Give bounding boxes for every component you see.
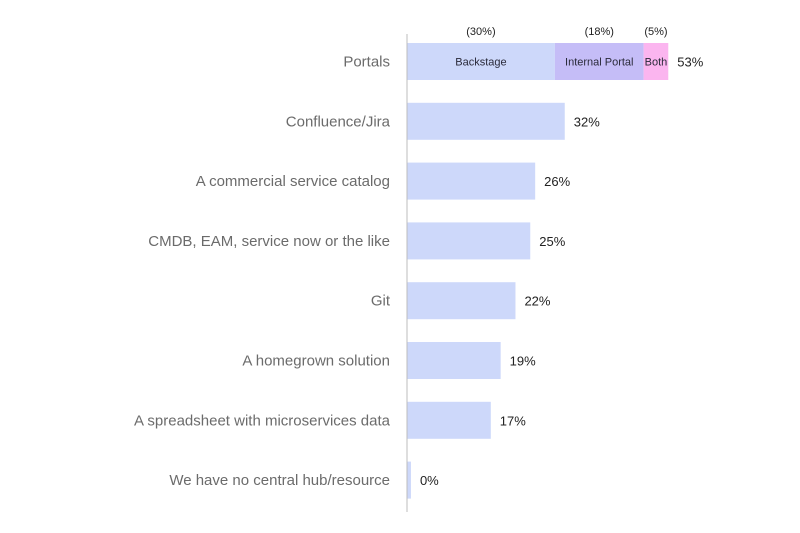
bar	[407, 102, 565, 140]
segment-label: Backstage	[455, 57, 506, 69]
category-label: A homegrown solution	[242, 353, 390, 370]
value-label: 32%	[574, 114, 600, 129]
value-label: 0%	[420, 473, 439, 488]
bar-segment	[554, 43, 644, 80]
segment-percent-label: (18%)	[585, 26, 614, 38]
bar	[407, 461, 411, 499]
bar-segment	[643, 43, 669, 80]
bar-segment	[407, 43, 555, 80]
bar	[407, 401, 491, 439]
segment-percent-label: (30%)	[466, 26, 495, 38]
value-label: 26%	[544, 174, 570, 189]
bar	[407, 222, 531, 260]
bar	[407, 162, 536, 200]
category-label: Git	[371, 293, 391, 310]
category-label: A spreadsheet with microservices data	[134, 412, 391, 429]
segment-label: Internal Portal	[565, 57, 633, 69]
category-label: CMDB, EAM, service now or the like	[148, 233, 390, 250]
value-label: 17%	[500, 413, 526, 428]
bar	[407, 282, 516, 320]
category-label: Confluence/Jira	[286, 113, 391, 130]
value-label: 53%	[677, 55, 703, 70]
category-label: Portals	[343, 54, 390, 71]
value-label: 25%	[539, 234, 565, 249]
value-label: 19%	[510, 354, 536, 369]
bar	[407, 342, 501, 379]
category-label: We have no central hub/resource	[169, 472, 390, 489]
value-label: 22%	[524, 294, 550, 309]
category-label: A commercial service catalog	[196, 173, 390, 190]
segment-percent-label: (5%)	[644, 26, 667, 38]
segment-label: Both	[645, 57, 668, 69]
